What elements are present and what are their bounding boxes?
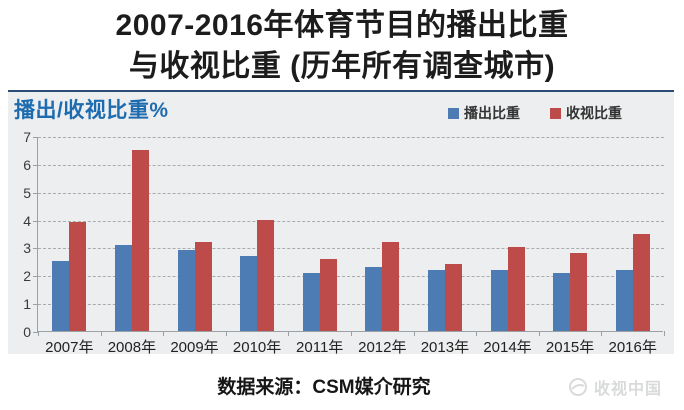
x-axis-tick-mark-7 <box>476 331 478 336</box>
x-axis-tick-mark-8 <box>538 331 540 336</box>
legend: 播出比重 收视比重 <box>448 103 622 123</box>
x-axis-label-2011年: 2011年 <box>296 339 344 356</box>
y-axis-tick-mark-4 <box>33 220 38 222</box>
x-axis-label-2015年: 2015年 <box>545 339 595 356</box>
gridline-1 <box>38 304 664 306</box>
bar-viewing-2007年 <box>69 222 87 331</box>
x-axis-label-2016年: 2016年 <box>608 339 657 356</box>
y-axis-tick-mark-7 <box>33 137 38 138</box>
bar-broadcast-2011年 <box>302 272 320 331</box>
bar-viewing-2011年 <box>319 258 337 331</box>
legend-item-viewing: 收视比重 <box>550 103 622 123</box>
bar-broadcast-2009年 <box>177 250 195 331</box>
y-axis-tick-mark-3 <box>33 248 38 250</box>
x-axis-tick-mark-9 <box>601 331 603 336</box>
broadcast-swatch-icon <box>448 107 459 119</box>
data-source-note: 数据来源：CSM媒介研究 <box>217 377 431 398</box>
x-axis-tick-mark-4 <box>288 331 290 336</box>
watermark: 收视中国 <box>568 375 662 399</box>
x-axis-tick-mark-10 <box>664 331 665 336</box>
bar-viewing-2015年 <box>570 253 588 331</box>
y-axis-tick-label-4: 4 <box>23 212 31 229</box>
gridline-3 <box>38 248 664 250</box>
bar-viewing-2008年 <box>131 149 149 331</box>
x-axis-tick-mark-1 <box>100 331 102 336</box>
bar-viewing-2014年 <box>507 247 525 331</box>
bar-broadcast-2010年 <box>240 255 258 331</box>
y-axis-tick-mark-5 <box>33 192 38 194</box>
x-axis-tick-mark-5 <box>351 331 352 336</box>
gridline-2 <box>38 276 664 278</box>
x-axis-label-2012年: 2012年 <box>358 339 407 356</box>
gridline-5 <box>38 192 664 194</box>
bar-viewing-2016年 <box>632 233 650 331</box>
y-axis-tick-label-0: 0 <box>23 324 31 340</box>
x-axis-label-2007年: 2007年 <box>45 339 94 356</box>
bar-broadcast-2013年 <box>427 269 445 331</box>
y-axis-tick-label-5: 5 <box>23 184 31 201</box>
y-axis-tick-mark-6 <box>33 164 38 166</box>
y-axis-tick-mark-1 <box>33 304 38 306</box>
plot-area: 0 1 2 3 4 5 6 7 2007年 2008年 2009年 2010年 2011年 2012年 20… <box>23 130 665 356</box>
y-axis-tick-label-2: 2 <box>23 268 31 285</box>
watermark-text: 收视中国 <box>594 381 663 398</box>
bar-viewing-2009年 <box>194 241 212 331</box>
legend-item-broadcast: 播出比重 <box>448 103 520 123</box>
gridline-7 <box>38 137 664 138</box>
x-axis-label-2008年: 2008年 <box>107 339 157 356</box>
x-axis-label-2013年: 2013年 <box>420 339 470 356</box>
bar-viewing-2012年 <box>382 241 400 331</box>
bar-viewing-2013年 <box>444 264 462 331</box>
x-axis-label-2014年: 2014年 <box>483 339 532 356</box>
x-axis-tick-mark-3 <box>225 331 227 336</box>
axis-unit-label: 播出/收视比重% <box>14 99 169 122</box>
x-axis-tick-mark-0 <box>38 331 39 336</box>
bar-broadcast-2016年 <box>615 269 633 331</box>
shoushi-zhongguo-logo-icon <box>569 378 587 396</box>
bar-broadcast-2008年 <box>114 244 132 331</box>
bar-broadcast-2014年 <box>490 269 508 331</box>
x-axis-tick-mark-2 <box>163 331 165 336</box>
y-axis-tick-label-1: 1 <box>23 296 31 313</box>
gridline-6 <box>38 164 664 166</box>
gridline-4 <box>38 220 664 222</box>
y-axis-tick-mark-2 <box>33 276 38 278</box>
bar-broadcast-2012年 <box>365 266 383 331</box>
x-axis-label-2010年: 2010年 <box>232 339 282 356</box>
bar-viewing-2010年 <box>257 219 275 331</box>
chart-title-line2: 与收视比重 (历年所有调查城市) <box>128 50 556 83</box>
x-axis-tick-mark-6 <box>413 331 415 336</box>
chart-panel: 播出/收视比重% 播出比重 收视比重 0 1 2 3 4 5 6 7 2007年 2008年 200… <box>8 90 674 356</box>
y-axis-tick-label-3: 3 <box>23 240 31 257</box>
bar-broadcast-2007年 <box>52 261 70 331</box>
chart-title-line1: 2007-2016年体育节目的播出比重 <box>115 9 569 42</box>
bar-broadcast-2015年 <box>553 272 571 331</box>
legend-label-viewing: 收视比重 <box>566 105 622 121</box>
chart-title: 2007-2016年体育节目的播出比重 与收视比重 (历年所有调查城市) <box>0 5 684 87</box>
y-axis-tick-label-6: 6 <box>23 156 31 173</box>
x-axis-label-2009年: 2009年 <box>170 339 219 356</box>
viewing-swatch-icon <box>550 107 561 119</box>
y-axis-tick-mark-0 <box>33 332 38 333</box>
legend-label-broadcast: 播出比重 <box>464 105 520 121</box>
y-axis-tick-label-7: 7 <box>23 129 31 145</box>
